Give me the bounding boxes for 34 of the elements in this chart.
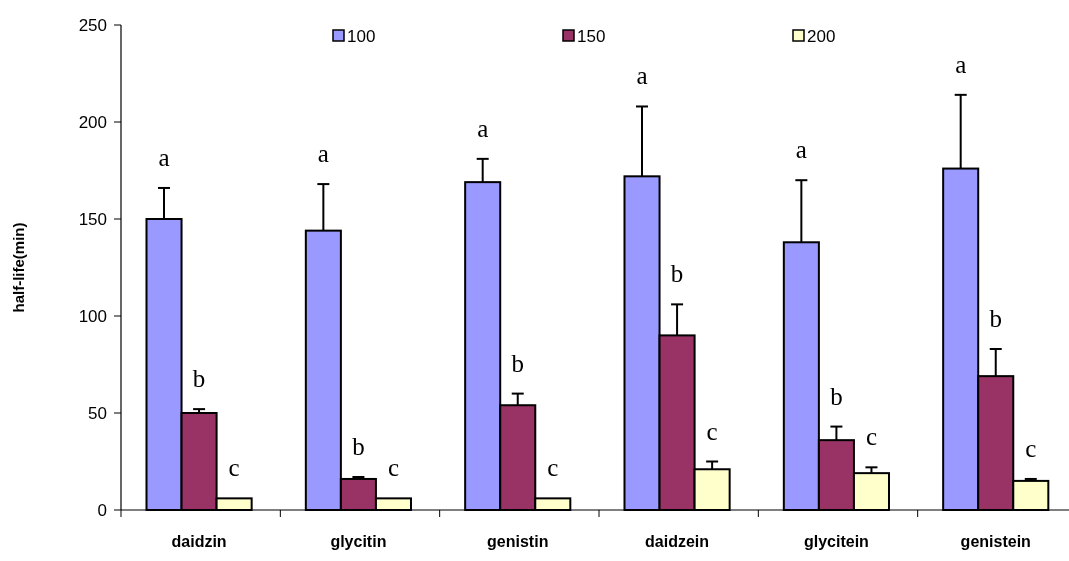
annotation: a [795,136,807,164]
annotation: b [989,304,1002,332]
annotation: a [636,62,648,90]
x-tick-label: daidzein [645,533,710,550]
x-tick-label: genistein [960,533,1031,550]
annotation: a [158,143,170,171]
annotation: c [547,454,559,482]
y-tick-label: 150 [78,209,107,229]
annotation: a [477,114,489,142]
y-tick-label: 100 [78,306,107,326]
annotation: b [192,365,206,393]
annotation: b [352,433,365,461]
y-tick-label: 50 [88,403,107,423]
y-tick-label: 200 [78,112,107,132]
annotation: b [670,260,684,288]
y-tick-label: 0 [97,500,107,520]
legend-label: 100 [347,26,376,46]
annotation: b [511,349,524,377]
annotation: b [830,382,843,410]
annotation: c [865,423,878,451]
annotation: c [228,454,240,482]
x-tick-label: daidzin [171,533,227,550]
annotation: c [706,417,718,445]
x-tick-label: glycitin [330,533,387,550]
annotation: a [317,140,329,168]
legend-label: 150 [577,26,606,46]
x-tick-label: genistin [487,533,549,550]
annotation: c [387,454,400,482]
y-tick-label: 250 [78,15,107,35]
annotation: a [955,50,967,78]
annotation: c [1025,434,1037,462]
legend-label: 200 [807,26,836,46]
y-axis-title: half-life(min) [10,222,27,313]
x-tick-label: glycitein [803,533,869,550]
